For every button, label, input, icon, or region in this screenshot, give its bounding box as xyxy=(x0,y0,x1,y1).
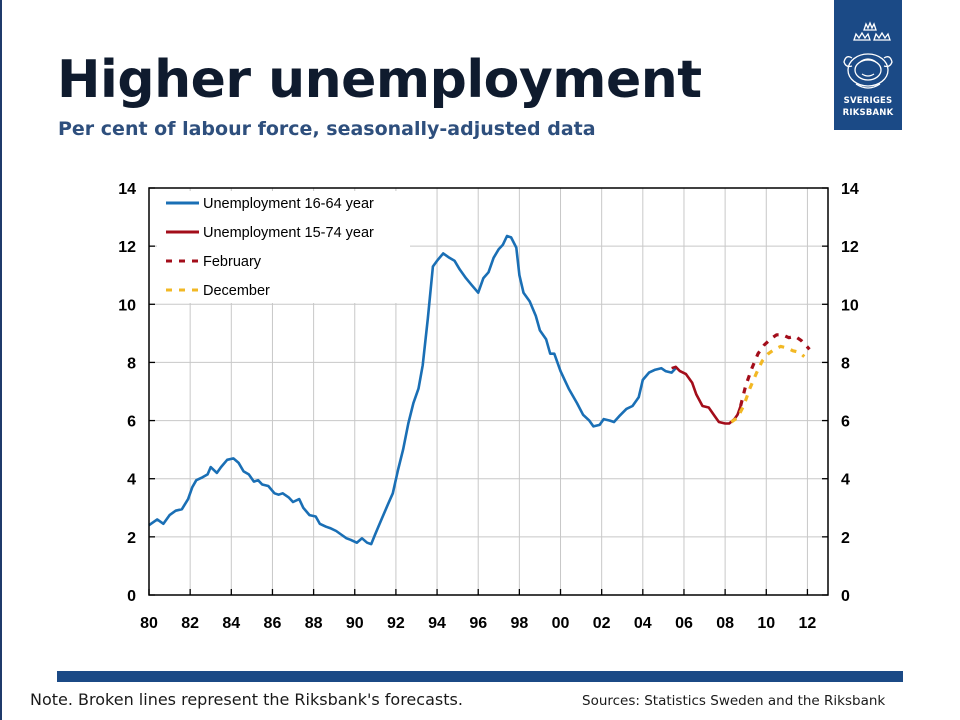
legend-label-0: Unemployment 16-64 year xyxy=(203,196,374,212)
y-tick-label-left: 6 xyxy=(127,414,136,431)
x-tick-label: 02 xyxy=(593,615,611,632)
y-tick-label-left: 12 xyxy=(118,239,136,256)
y-tick-label-right: 12 xyxy=(841,239,859,256)
plot-frame xyxy=(148,187,829,596)
series-lines xyxy=(148,234,811,546)
y-tick-label-left: 14 xyxy=(118,181,136,198)
x-tick-label: 92 xyxy=(387,615,405,632)
source-note: Sources: Statistics Sweden and the Riksb… xyxy=(582,693,886,709)
x-tick-label: 96 xyxy=(469,615,487,632)
y-tick-label-right: 0 xyxy=(841,588,850,605)
legend-background xyxy=(157,191,410,303)
x-tick-label: 08 xyxy=(716,615,734,632)
series-line-1 xyxy=(671,365,742,425)
x-tick-label: 98 xyxy=(510,615,528,632)
y-tick-label-left: 4 xyxy=(127,472,136,489)
series-line-0 xyxy=(148,234,677,546)
x-tick-label: 00 xyxy=(552,615,570,632)
slide-frame-edge xyxy=(0,0,2,720)
legend-label-3: December xyxy=(203,283,270,299)
x-tick-label: 94 xyxy=(428,615,446,632)
riksbank-logo: SVERIGES RIKSBANK xyxy=(834,0,902,130)
legend: Unemployment 16-64 year Unemployment 15-7… xyxy=(157,191,410,303)
x-tick-label: 80 xyxy=(140,615,158,632)
unemployment-chart: 80 82 84 86 88 90 92 94 96 98 00 02 04 06 08 10 12024681… xyxy=(118,181,859,632)
y-tick-label-right: 10 xyxy=(841,297,859,314)
footer-divider-bar xyxy=(57,671,903,682)
tick-labels: 80 82 84 86 88 90 92 94 96 98 00 02 04 06 08 10 12024681… xyxy=(118,181,859,632)
logo-text-line1: SVERIGES xyxy=(843,96,893,106)
series-line-3 xyxy=(730,344,806,424)
y-tick-label-right: 8 xyxy=(841,355,850,372)
y-tick-label-right: 14 xyxy=(841,181,859,198)
page-title: Higher unemployment xyxy=(57,50,702,110)
legend-label-2: February xyxy=(203,254,262,270)
y-tick-label-left: 2 xyxy=(127,530,136,547)
x-tick-label: 12 xyxy=(799,615,817,632)
y-tick-label-left: 0 xyxy=(127,588,136,605)
page-subtitle: Per cent of labour force, seasonally-adj… xyxy=(58,118,596,140)
y-tick-label-right: 4 xyxy=(841,472,850,489)
x-tick-label: 04 xyxy=(634,615,652,632)
x-tick-label: 86 xyxy=(264,615,282,632)
x-tick-label: 90 xyxy=(346,615,364,632)
x-tick-label: 84 xyxy=(222,615,240,632)
y-tick-label-right: 2 xyxy=(841,530,850,547)
y-tick-label-right: 6 xyxy=(841,414,850,431)
footnote: Note. Broken lines represent the Riksban… xyxy=(30,690,463,709)
logo-text-line2: RIKSBANK xyxy=(842,108,894,118)
x-tick-label: 10 xyxy=(757,615,775,632)
x-tick-label: 82 xyxy=(181,615,199,632)
riksbank-emblem-icon xyxy=(843,21,893,89)
x-tick-label: 06 xyxy=(675,615,693,632)
legend-label-1: Unemployment 15-74 year xyxy=(203,225,374,241)
y-tick-label-left: 8 xyxy=(127,355,136,372)
plot-border xyxy=(148,187,829,596)
series-line-2 xyxy=(739,333,811,407)
x-tick-label: 88 xyxy=(305,615,323,632)
y-tick-label-left: 10 xyxy=(118,297,136,314)
